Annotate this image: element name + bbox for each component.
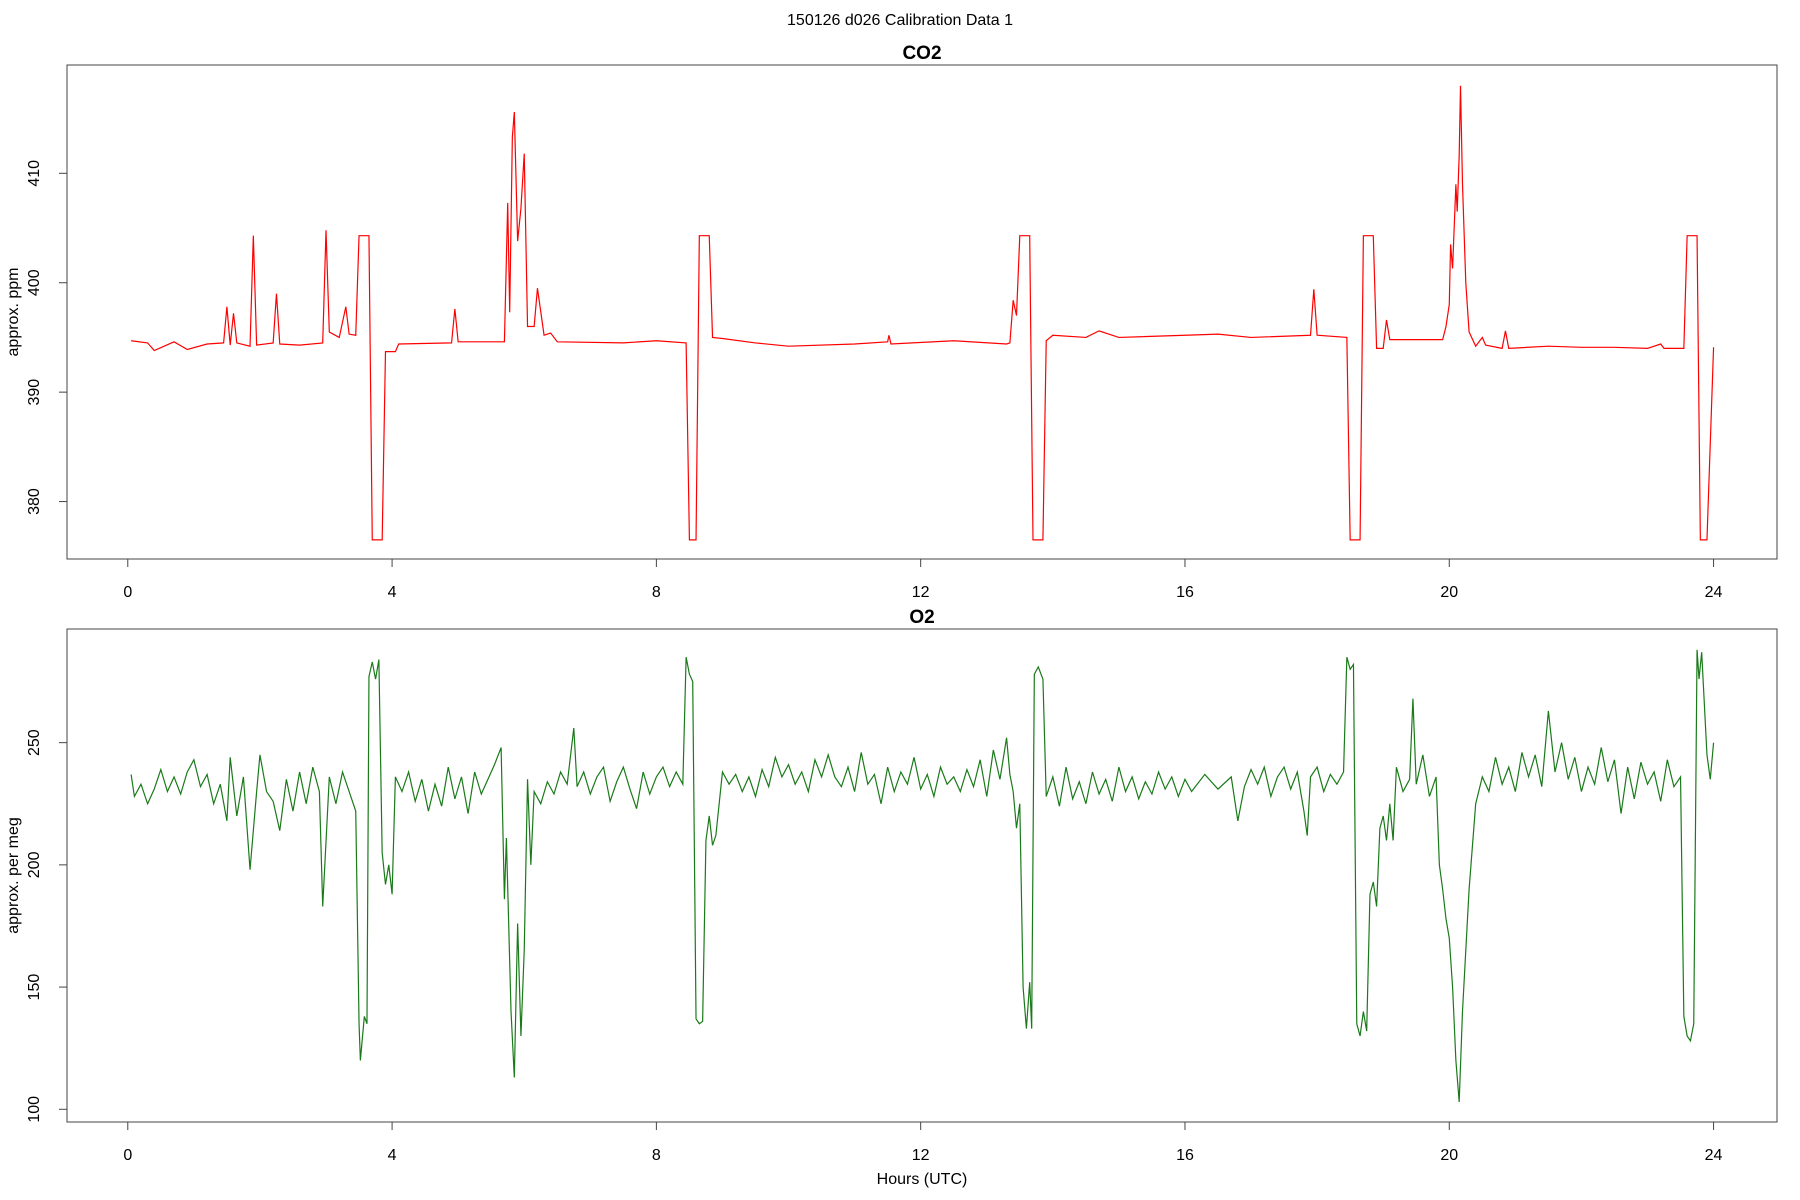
panel-title: O2	[909, 607, 934, 628]
y-tick-label: 410	[26, 160, 43, 187]
x-tick-label: 8	[652, 584, 661, 601]
y-axis-label: approx. ppm	[5, 268, 22, 357]
x-tick-label: 8	[652, 1147, 661, 1164]
y-tick-label: 380	[26, 488, 43, 515]
y-tick-label: 200	[26, 851, 43, 878]
y-tick-label: 390	[26, 379, 43, 406]
y-tick-label: 150	[26, 974, 43, 1001]
y-tick-label: 250	[26, 729, 43, 756]
data-line	[130, 649, 1715, 1103]
panel-title: CO2	[902, 43, 941, 64]
x-tick-label: 12	[912, 584, 930, 601]
x-axis-label: Hours (UTC)	[877, 1171, 968, 1188]
x-tick-label: 24	[1705, 1147, 1723, 1164]
x-tick-label: 4	[388, 1147, 397, 1164]
y-tick-label: 400	[26, 269, 43, 296]
x-tick-label: 4	[388, 584, 397, 601]
plot-frame	[66, 628, 1778, 1123]
x-tick-label: 24	[1705, 584, 1723, 601]
x-tick-label: 20	[1440, 1147, 1458, 1164]
x-tick-label: 0	[123, 584, 132, 601]
x-tick-label: 0	[123, 1147, 132, 1164]
y-tick-label: 100	[26, 1096, 43, 1123]
x-tick-label: 12	[912, 1147, 930, 1164]
x-tick-label: 16	[1176, 584, 1194, 601]
data-line	[131, 85, 1715, 541]
figure-title: 150126 d026 Calibration Data 1	[787, 12, 1013, 29]
y-axis-label: approx. per meg	[5, 817, 22, 934]
x-tick-label: 20	[1440, 584, 1458, 601]
x-tick-label: 16	[1176, 1147, 1194, 1164]
